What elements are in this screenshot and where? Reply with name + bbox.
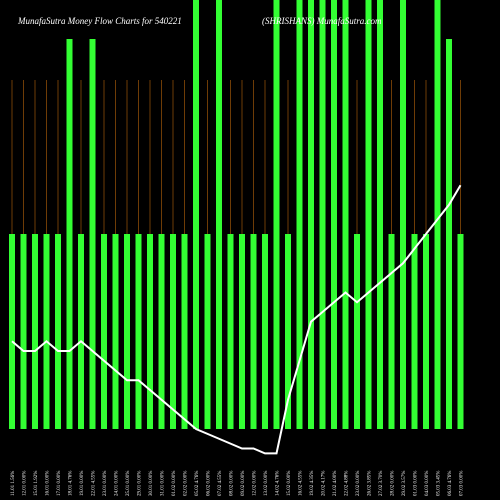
- x-tick-label: 01.02 0.00%: [172, 471, 177, 496]
- x-tick-label: 16.01 0.00%: [46, 471, 51, 496]
- x-tick-label: 26.02 3.85%: [368, 471, 373, 496]
- bar: [43, 234, 50, 429]
- x-tick-label: 14.02 4.76%: [276, 471, 281, 496]
- x-tick-label: 27.02 3.70%: [379, 471, 384, 496]
- bar: [227, 234, 234, 429]
- x-tick-label: 11.01 1.56%: [11, 471, 16, 496]
- x-tick-label: 04.03 0.00%: [425, 471, 430, 496]
- x-tick-label: 15.01 1.92%: [34, 471, 39, 496]
- x-tick-label: 30.01 0.00%: [149, 471, 154, 496]
- bar: [239, 234, 245, 429]
- x-tick-label: 12.02 0.00%: [253, 471, 258, 496]
- bar: [193, 0, 199, 429]
- x-tick-label: 05.03 3.45%: [437, 471, 442, 496]
- money-flow-line: [11, 184, 462, 455]
- bar: [331, 0, 337, 429]
- bar: [388, 234, 395, 429]
- x-tick-label: 18.01 4.76%: [69, 471, 74, 496]
- bar: [32, 234, 38, 429]
- x-tick-label: 25.01 0.00%: [126, 471, 131, 496]
- x-tick-label: 07.02 4.55%: [218, 471, 223, 496]
- bar: [319, 0, 326, 429]
- bar: [204, 234, 211, 429]
- x-tick-label: 17.01 0.00%: [57, 471, 62, 496]
- bar: [457, 234, 464, 429]
- bar: [411, 234, 418, 429]
- bar: [112, 234, 119, 429]
- x-tick-label: 29.02 3.57%: [402, 471, 407, 496]
- bar: [147, 234, 153, 429]
- bar: [273, 0, 280, 429]
- bar: [158, 234, 165, 429]
- x-tick-label: 22.01 4.55%: [92, 471, 97, 496]
- x-tick-label: 23.02 0.00%: [356, 471, 361, 496]
- bar: [101, 234, 107, 429]
- bar: [20, 234, 27, 429]
- x-tick-label: 15.02 0.00%: [287, 471, 292, 496]
- bar: [170, 234, 176, 429]
- x-tick-label: 16.02 4.55%: [299, 471, 304, 496]
- x-tick-label: 22.02 4.88%: [345, 471, 350, 496]
- x-tick-label: 24.01 0.00%: [115, 471, 120, 496]
- x-tick-label: 09.02 0.00%: [241, 471, 246, 496]
- bar: [89, 39, 96, 429]
- bar: [250, 234, 257, 429]
- bar: [446, 39, 452, 429]
- bar: [9, 234, 15, 429]
- x-tick-label: 28.02 0.00%: [391, 471, 396, 496]
- x-tick-label: 20.02 4.17%: [322, 471, 327, 496]
- x-tick-label: 05.02 4.76%: [195, 471, 200, 496]
- bar: [285, 234, 291, 429]
- x-tick-label: 21.02 4.00%: [333, 471, 338, 496]
- bar: [423, 234, 429, 429]
- x-tick-label: 06.02 0.00%: [207, 471, 212, 496]
- bar: [342, 0, 349, 429]
- chart-title: MunafaSutra Money Flow Charts for 540221: [17, 16, 182, 26]
- bar: [434, 0, 441, 429]
- bar: [400, 0, 406, 429]
- bar: [55, 234, 61, 429]
- x-tick-label: 01.03 0.00%: [414, 471, 419, 496]
- x-tick-label: 13.02 0.00%: [264, 471, 269, 496]
- bar: [354, 234, 360, 429]
- bar: [66, 39, 73, 429]
- bar: [296, 0, 303, 429]
- x-tick-label: 07.03 0.00%: [460, 471, 465, 496]
- bar: [124, 234, 130, 429]
- bar: [78, 234, 84, 429]
- bar: [262, 234, 268, 429]
- bar: [181, 234, 188, 429]
- bar: [216, 0, 222, 429]
- x-tick-label: 06.03 4.76%: [448, 471, 453, 496]
- bar: [308, 0, 314, 429]
- x-tick-label: 19.02 4.35%: [310, 471, 315, 496]
- bar: [365, 0, 372, 429]
- x-tick-label: 12.01 0.00%: [23, 471, 28, 496]
- x-tick-label: 23.01 0.00%: [103, 471, 108, 496]
- bar: [377, 0, 383, 429]
- x-tick-label: 08.02 0.00%: [230, 471, 235, 496]
- x-tick-label: 31.01 0.00%: [161, 471, 166, 496]
- chart-subtitle: (SHRISHANS) MunafaSutra.com: [262, 16, 382, 26]
- bar: [135, 234, 142, 429]
- x-tick-label: 29.01 0.00%: [138, 471, 143, 496]
- x-tick-label: 02.02 0.00%: [184, 471, 189, 496]
- x-tick-label: 19.01 0.00%: [80, 471, 85, 496]
